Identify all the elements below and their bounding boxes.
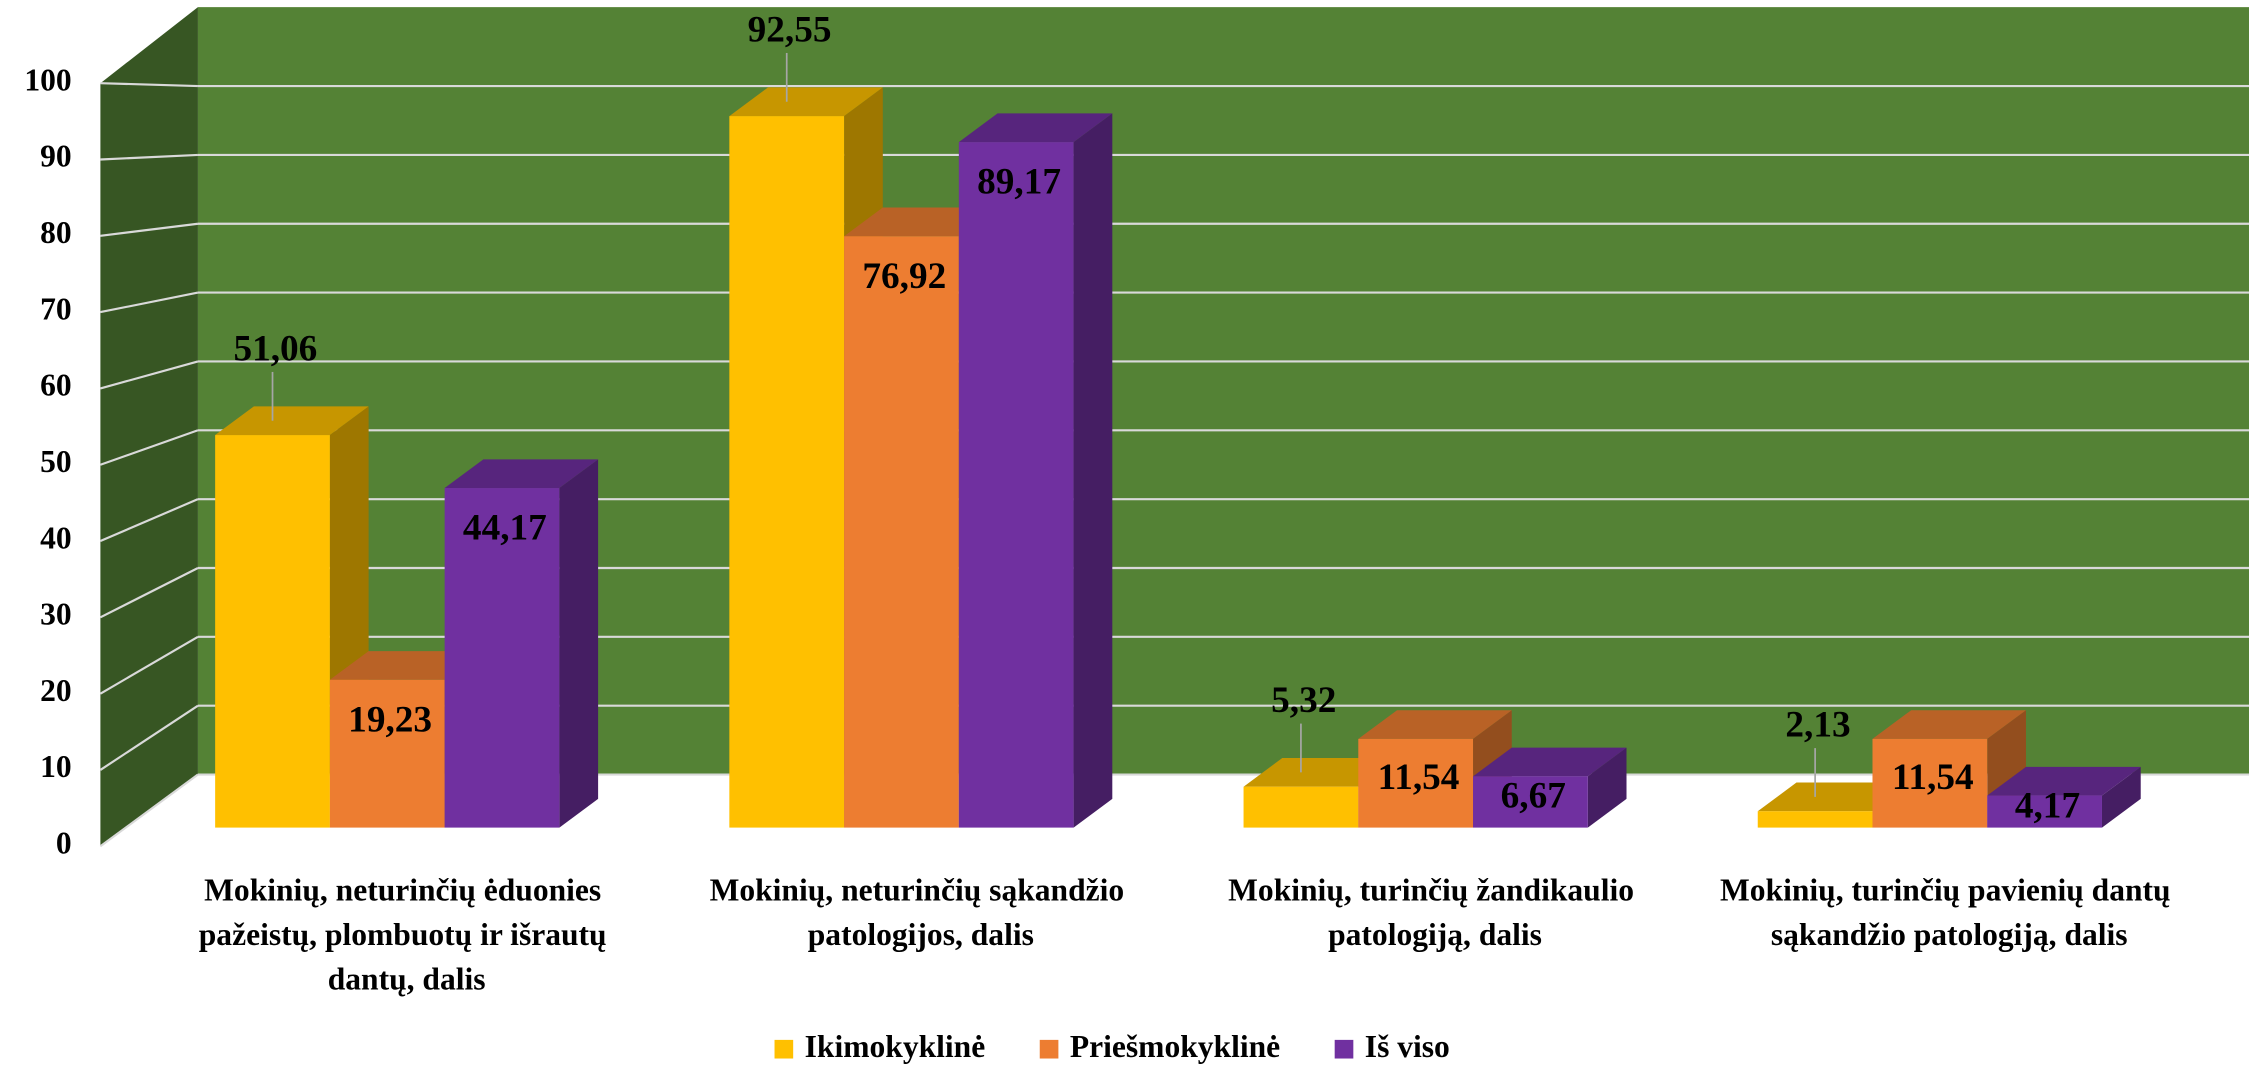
legend-swatch: [1039, 1039, 1059, 1059]
bar-top: [1473, 747, 1627, 777]
grid-line: [99, 498, 199, 543]
data-label: 44,17: [463, 508, 547, 549]
x-tick-label: Mokinių, neturinčių ėduonies pažeistų, p…: [199, 873, 615, 997]
data-label: 51,06: [233, 328, 317, 369]
y-tick-label: 20: [40, 673, 72, 708]
y-tick-label: 40: [40, 520, 72, 555]
bar: [958, 142, 1074, 828]
y-tick-label: 0: [56, 825, 72, 860]
bar: [1358, 738, 1474, 828]
data-label: 11,54: [1892, 757, 1974, 798]
x-tick-line: pažeistų, plombuotų ir išrautų: [199, 917, 615, 952]
bar: [444, 488, 560, 828]
bar-top: [958, 113, 1113, 143]
data-label: 2,13: [1785, 705, 1850, 746]
bar-side: [559, 459, 599, 828]
grid-line: [99, 704, 199, 771]
bar-top: [1987, 766, 2141, 796]
bar: [215, 435, 330, 828]
y-tick-label: 60: [40, 368, 72, 403]
data-label: 19,23: [348, 699, 432, 740]
grid-line: [100, 360, 199, 390]
legend-swatch: [774, 1039, 794, 1059]
y-tick-label: 100: [24, 62, 71, 97]
x-tick-line: patologijos, dalis: [808, 917, 1034, 952]
bar: [1473, 776, 1588, 828]
x-tick-line: patologiją, dalis: [1328, 917, 1542, 952]
bar-top: [215, 406, 369, 436]
grid-line: [100, 153, 198, 161]
bar: [1757, 811, 1873, 828]
y-tick-label: 50: [40, 444, 72, 479]
grid-line: [99, 773, 199, 848]
legend-label: Ikimokyklinė: [805, 1029, 986, 1064]
bar-side: [2101, 766, 2141, 828]
x-tick-line: Mokinių, neturinčių sąkandžio: [710, 873, 1132, 908]
bar: [1872, 738, 1988, 828]
y-tick-label: 80: [40, 215, 72, 250]
bar-top: [444, 459, 599, 489]
grid-line: [99, 635, 199, 695]
bar: [329, 679, 445, 828]
bar: [1987, 795, 2102, 828]
x-tick-line: Mokinių, turinčių žandikaulio: [1228, 873, 1642, 908]
grid-line: [99, 567, 199, 619]
y-tick-label: 90: [40, 139, 72, 174]
legend-swatch: [1334, 1039, 1354, 1059]
y-tick-label: 10: [40, 749, 72, 784]
floor: [100, 774, 2249, 847]
x-tick-label: Mokinių, turinčių žandikaulio patologiją…: [1228, 873, 1642, 952]
x-tick-line: dantų, dalis: [328, 962, 486, 997]
bar: [729, 116, 845, 828]
bar-side: [1587, 747, 1627, 828]
data-label: 4,17: [2015, 785, 2080, 826]
y-tick-label: 30: [40, 597, 72, 632]
grid-line: [100, 222, 199, 237]
data-label: 5,32: [1271, 680, 1336, 721]
bar-top: [1872, 710, 2026, 739]
legend-label: Priešmokyklinė: [1070, 1029, 1280, 1064]
data-label: 92,55: [748, 9, 832, 50]
legend-label: Iš viso: [1365, 1029, 1450, 1064]
bar-top: [729, 87, 883, 117]
data-label: 76,92: [862, 256, 946, 297]
data-label: 89,17: [977, 162, 1061, 203]
x-tick-label: Mokinių, neturinčių sąkandžio patologijo…: [710, 873, 1132, 952]
side-wall: [100, 7, 198, 847]
grid-line: [100, 429, 199, 466]
y-tick-label: 70: [40, 291, 72, 326]
bar: [1243, 786, 1359, 828]
data-label: 6,67: [1501, 776, 1566, 817]
data-label: 11,54: [1378, 757, 1460, 798]
bar: [844, 236, 959, 828]
x-tick-line: Mokinių, neturinčių ėduonies: [204, 873, 609, 908]
grid-line: [100, 82, 198, 88]
bar-top: [1358, 710, 1512, 739]
grid-line: [100, 291, 199, 314]
bar-side: [1073, 113, 1113, 828]
x-tick-line: sąkandžio patologiją, dalis: [1771, 917, 2128, 952]
x-tick-label: Mokinių, turinčių pavienių dantų sąkandž…: [1720, 873, 2178, 952]
x-tick-line: Mokinių, turinčių pavienių dantų: [1720, 873, 2178, 908]
back-wall: [197, 7, 2249, 775]
